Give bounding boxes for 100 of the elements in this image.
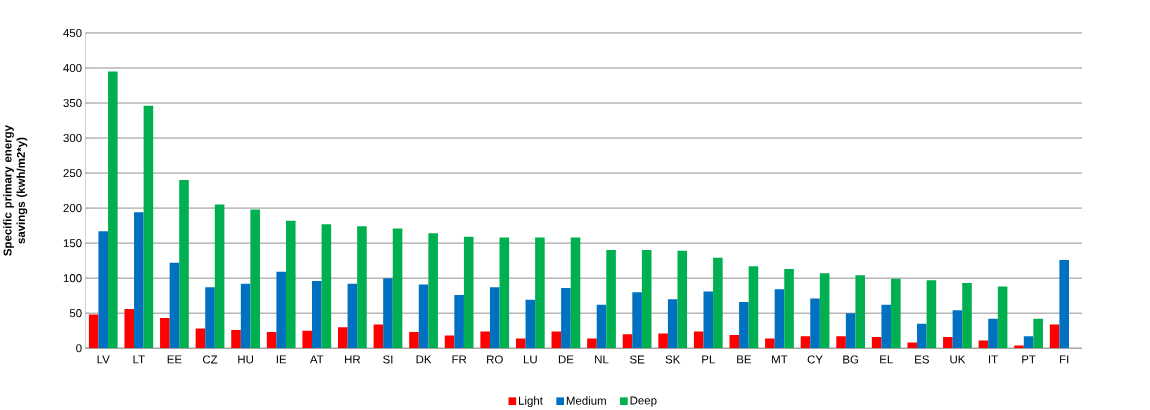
- y-tick-label: 300: [63, 134, 82, 143]
- bar: [392, 228, 403, 349]
- x-tick-label: DK: [416, 355, 432, 364]
- bar: [917, 323, 927, 349]
- bar: [693, 331, 704, 349]
- bar: [855, 275, 866, 349]
- bar: [819, 273, 830, 349]
- bar: [240, 283, 251, 349]
- x-tick-label: IT: [988, 355, 998, 364]
- bar: [551, 331, 562, 349]
- bar: [383, 278, 393, 349]
- x-tick-label: MT: [772, 355, 788, 364]
- x-tick-label: SK: [665, 355, 681, 364]
- x-tick-label: SE: [629, 355, 645, 364]
- x-tick-label: EL: [880, 355, 893, 364]
- bar: [943, 337, 953, 349]
- bar: [179, 180, 189, 349]
- bar: [515, 338, 526, 349]
- x-tick-label: EE: [167, 355, 182, 364]
- bar: [195, 328, 206, 349]
- y-axis-title: Specific primary energy savings (kwh/m2*y): [3, 125, 28, 256]
- bar: [881, 304, 892, 349]
- y-tick-label: 250: [63, 169, 82, 178]
- legend-label: Deep: [630, 396, 657, 407]
- bar: [1023, 336, 1034, 349]
- bar: [373, 324, 384, 349]
- x-tick-label: ES: [915, 355, 929, 364]
- bar: [88, 314, 99, 349]
- x-tick-label: CZ: [202, 355, 218, 364]
- bar: [428, 233, 438, 349]
- legend-label: Medium: [566, 396, 606, 405]
- y-tick-label: 350: [63, 99, 82, 108]
- x-tick-label: FI: [1060, 355, 1069, 364]
- bar: [952, 310, 963, 349]
- bar: [124, 309, 135, 349]
- bar: [988, 318, 998, 349]
- bar: [143, 105, 154, 349]
- x-tick-label: LU: [523, 355, 537, 364]
- y-tick-label: 50: [69, 309, 82, 318]
- bar: [784, 269, 794, 349]
- bar: [632, 292, 642, 349]
- bar: [535, 237, 545, 349]
- x-tick-label: AT: [309, 355, 324, 364]
- y-tick-label: 150: [63, 239, 82, 248]
- bar: [1033, 318, 1043, 349]
- bar: [409, 332, 419, 349]
- y-tick-label: 100: [63, 274, 82, 283]
- y-tick-label: 0: [76, 344, 82, 353]
- bar: [978, 340, 989, 349]
- bar: [836, 336, 846, 349]
- bar: [266, 332, 277, 349]
- bar: [765, 338, 775, 349]
- x-tick-label: HU: [238, 355, 253, 364]
- bar: [667, 299, 678, 349]
- x-tick-label: NL: [595, 355, 609, 364]
- bar: [891, 278, 901, 349]
- bar: [98, 231, 109, 349]
- bar: [312, 280, 322, 349]
- bar: [703, 291, 714, 349]
- bar: [169, 262, 180, 349]
- bar: [800, 336, 811, 349]
- bar: [739, 302, 749, 349]
- bar: [463, 236, 474, 349]
- bar: [596, 304, 607, 349]
- x-tick-label: CY: [807, 355, 823, 364]
- x-tick-label: DE: [558, 355, 574, 364]
- bar: [250, 209, 260, 349]
- bar: [658, 333, 668, 349]
- bar: [134, 212, 144, 349]
- bar: [276, 271, 286, 349]
- bar: [357, 226, 367, 349]
- x-tick-label: PT: [1022, 355, 1036, 364]
- x-tick-label: FR: [452, 355, 467, 364]
- bar: [418, 284, 429, 349]
- bar: [205, 287, 215, 349]
- bar: [160, 318, 170, 349]
- legend-label: Light: [519, 396, 543, 408]
- bar: [748, 266, 759, 349]
- x-tick-label: BG: [843, 355, 859, 364]
- bar: [606, 250, 616, 349]
- bar: [926, 280, 937, 349]
- bar: [845, 313, 856, 349]
- x-tick-label: HR: [345, 355, 361, 364]
- x-tick-label: LT: [133, 355, 145, 364]
- bar: [347, 283, 358, 349]
- bar: [231, 330, 241, 349]
- bar: [499, 237, 510, 349]
- bar: [489, 287, 500, 349]
- bar: [871, 337, 882, 349]
- bar: [454, 295, 464, 349]
- x-tick-label: RO: [487, 355, 503, 364]
- y-tick-label: 400: [63, 63, 82, 73]
- bar: [338, 327, 348, 349]
- bar: [1059, 259, 1069, 349]
- bar: [525, 299, 536, 349]
- x-tick-label: SI: [383, 355, 393, 364]
- x-tick-label: IE: [276, 355, 287, 364]
- bar: [729, 334, 740, 349]
- bar: [302, 330, 312, 349]
- bar: [108, 71, 118, 349]
